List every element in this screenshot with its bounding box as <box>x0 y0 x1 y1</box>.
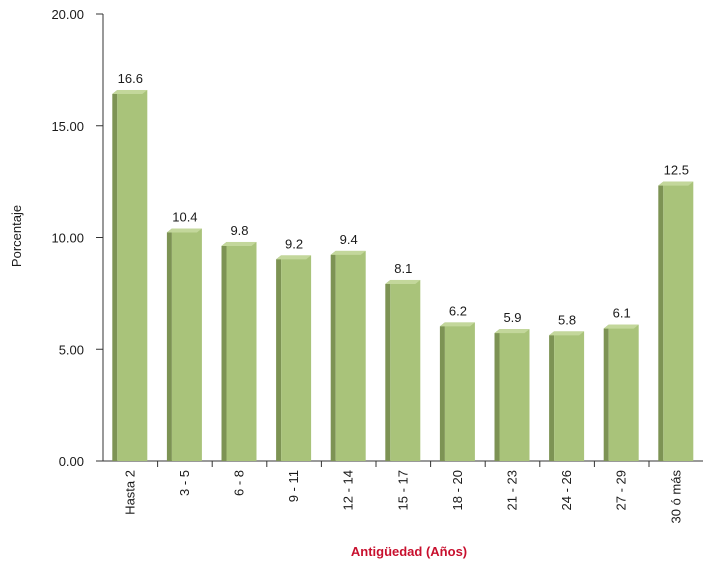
value-label: 16.6 <box>118 71 143 86</box>
bar-top <box>276 255 312 260</box>
bar-top <box>166 228 202 233</box>
bar-side <box>276 255 282 461</box>
bar <box>276 255 312 461</box>
bar-top <box>494 329 530 334</box>
bar <box>549 331 585 461</box>
x-tick-label: 21 - 23 <box>505 470 520 510</box>
bar-top <box>549 331 585 336</box>
bar-side <box>166 228 172 461</box>
bar-front <box>608 324 639 461</box>
bar-front <box>499 329 530 461</box>
bar-front <box>117 89 148 462</box>
value-label: 12.5 <box>664 163 689 178</box>
bar-side <box>330 250 336 461</box>
x-axis-label: Antigüedad (Años) <box>351 544 467 559</box>
x-tick-label: 30 ó más <box>668 470 683 524</box>
bar-front <box>281 255 312 461</box>
bar <box>385 279 421 461</box>
bar-side <box>112 89 118 462</box>
bar-side <box>603 324 609 461</box>
bar <box>166 228 202 461</box>
value-label: 5.8 <box>558 312 576 327</box>
value-label: 5.9 <box>503 310 521 325</box>
y-ticks: 0.00 5.00 10.00 15.00 20.00 <box>51 7 103 469</box>
bar-side <box>439 322 445 461</box>
y-tick-label: 15.00 <box>51 119 84 134</box>
y-tick-label: 20.00 <box>51 7 84 22</box>
bar-side <box>221 241 227 461</box>
value-label: 9.4 <box>340 232 358 247</box>
bar <box>221 241 257 461</box>
bar-front <box>171 228 202 461</box>
bar-top <box>385 279 421 284</box>
y-tick-label: 5.00 <box>59 342 84 357</box>
value-label: 9.2 <box>285 236 303 251</box>
bar <box>494 329 530 461</box>
bar <box>439 322 475 461</box>
x-tick-label: 18 - 20 <box>450 470 465 510</box>
x-tick-label: 15 - 17 <box>395 470 410 510</box>
bar-front <box>335 250 366 461</box>
y-tick-label: 10.00 <box>51 231 84 246</box>
x-tick-label: 9 - 11 <box>286 470 301 502</box>
bar-side <box>658 181 664 461</box>
bar-front <box>390 279 421 461</box>
bar <box>603 324 639 461</box>
bar-front <box>226 241 257 461</box>
bar-top <box>603 324 639 329</box>
y-axis-label: Porcentaje <box>9 205 24 267</box>
x-tick-label: 12 - 14 <box>341 470 356 510</box>
bar-front <box>444 322 475 461</box>
value-labels: 16.6 10.4 9.8 9.2 9.4 8.1 6.2 5.9 5.8 6.1 12.5 <box>118 71 689 327</box>
bar-top <box>330 250 366 255</box>
x-tick-label: 6 - 8 <box>232 470 247 496</box>
y-tick-label: 0.00 <box>59 454 84 469</box>
bar-top <box>658 181 694 186</box>
x-tick-label: 27 - 29 <box>614 470 629 510</box>
value-label: 6.2 <box>449 303 467 318</box>
bar-side <box>494 329 500 461</box>
x-tick-label: 3 - 5 <box>177 470 192 496</box>
value-label: 9.8 <box>230 223 248 238</box>
x-tick-label: Hasta 2 <box>122 470 137 515</box>
bar-side <box>549 331 555 461</box>
x-tick-labels: Hasta 2 3 - 5 6 - 8 9 - 11 12 - 14 15 - 17 18 … <box>122 470 683 524</box>
bar-front <box>554 331 585 461</box>
value-label: 10.4 <box>172 210 197 225</box>
x-ticks <box>157 461 650 467</box>
bar-front <box>663 181 694 461</box>
value-label: 8.1 <box>394 261 412 276</box>
bar <box>658 181 694 461</box>
value-label: 6.1 <box>613 306 631 321</box>
bar <box>330 250 366 461</box>
x-tick-label: 24 - 26 <box>559 470 574 510</box>
bar-top <box>221 241 257 246</box>
bar-top <box>439 322 475 327</box>
bar-top <box>112 89 148 94</box>
bar <box>112 89 148 462</box>
bars <box>112 89 694 462</box>
bar-side <box>385 279 391 461</box>
